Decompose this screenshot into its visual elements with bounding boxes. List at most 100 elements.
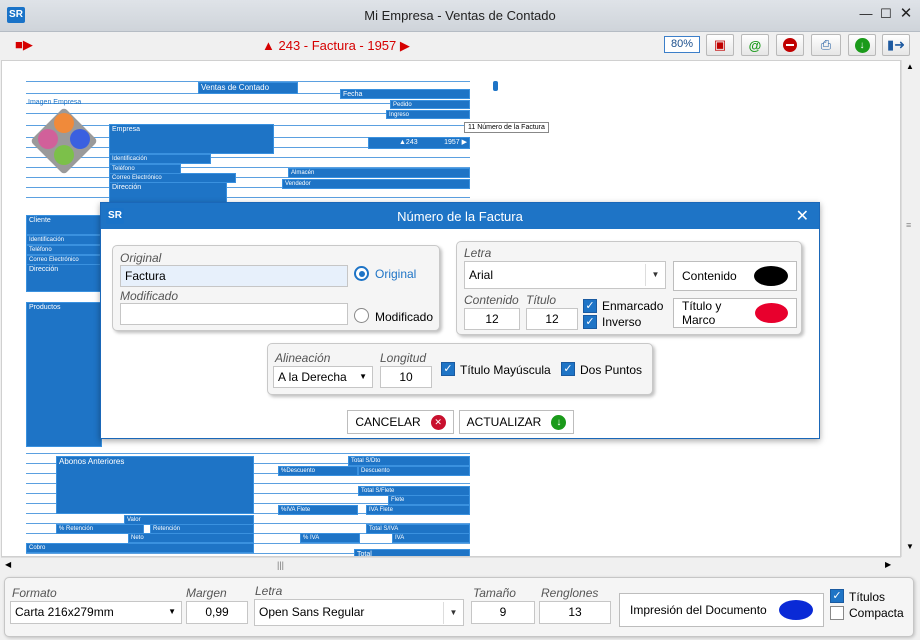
field-total[interactable]: Total <box>354 549 470 556</box>
titulo-size-input[interactable]: 12 <box>526 308 578 330</box>
field-c-dir[interactable]: Dirección <box>26 264 102 292</box>
chevron-down-icon[interactable]: ▼ <box>443 602 463 624</box>
field-descuento[interactable]: Descuento <box>358 466 470 476</box>
horizontal-scrollbar[interactable]: ◀ ||| ▶ <box>1 557 901 574</box>
minimize-button[interactable]: — <box>859 6 873 21</box>
titulo-mayuscula-checkbox[interactable]: ✓ <box>441 362 455 376</box>
enmarcado-checkbox[interactable]: ✓ <box>583 299 597 313</box>
modificado-radio-label[interactable]: Modificado <box>375 310 434 324</box>
letra-bottom-label: Letra <box>255 584 283 598</box>
field-c-tel[interactable]: Teléfono <box>26 245 102 255</box>
longitud-input[interactable]: 10 <box>380 366 432 388</box>
field-total-sdto[interactable]: Total S/Dto <box>348 456 470 466</box>
longitud-label: Longitud <box>380 351 427 365</box>
maximize-button[interactable]: ☐ <box>880 6 892 21</box>
field-flete[interactable]: Flete <box>388 495 470 505</box>
field-iva-flete[interactable]: IVA Flete <box>366 505 470 515</box>
modificado-radio[interactable] <box>354 308 369 323</box>
field-iva[interactable]: IVA <box>392 533 470 543</box>
titulos-checkbox[interactable]: ✓ <box>830 589 844 603</box>
update-label: ACTUALIZAR <box>466 415 542 429</box>
cancel-button[interactable]: CANCELAR ✕ <box>347 410 454 434</box>
report-page: Ventas de Contado Fecha Imagen Empresa P… <box>26 81 470 556</box>
original-radio-label[interactable]: Original <box>375 267 417 281</box>
font-group: Letra Arial ▼ Contenido Título 12 12 ✓ E… <box>456 241 802 335</box>
field-cliente[interactable]: Cliente <box>26 215 102 235</box>
scroll-up-icon[interactable]: ▲ <box>906 62 914 71</box>
field-empresa[interactable]: Empresa <box>109 124 274 154</box>
original-radio[interactable] <box>354 266 369 281</box>
scroll-down-icon[interactable]: ▼ <box>906 542 914 551</box>
field-imagen[interactable]: Imagen Empresa <box>28 99 82 106</box>
field-neto[interactable]: Neto <box>128 533 254 543</box>
camera-icon[interactable]: ■▶ <box>15 37 33 52</box>
vertical-scrollbar[interactable]: ▲ ≡ ▼ <box>901 60 918 557</box>
contenido-color-button[interactable]: Contenido <box>673 261 797 291</box>
zoom-level[interactable]: 80% <box>664 36 700 53</box>
contenido-size-input[interactable]: 12 <box>464 308 520 330</box>
inverso-label: Inverso <box>602 315 642 329</box>
impresion-color-swatch <box>779 600 813 620</box>
print-icon: ⎙ <box>820 37 832 52</box>
field-c-ident[interactable]: Identificación <box>26 235 102 245</box>
company-logo-image[interactable] <box>30 107 98 175</box>
compacta-checkbox[interactable] <box>830 606 844 620</box>
update-button[interactable]: ACTUALIZAR ↓ <box>459 410 574 434</box>
field-ingreso[interactable]: Ingreso <box>386 110 470 119</box>
scroll-h-thumb[interactable]: ||| <box>277 560 285 570</box>
renglones-label: Renglones <box>541 586 599 600</box>
field-abonos[interactable]: Abonos Anteriores <box>56 456 254 514</box>
dos-puntos-checkbox[interactable]: ✓ <box>561 362 575 376</box>
stop-button[interactable] <box>776 34 804 56</box>
letra-select[interactable]: Arial ▼ <box>464 261 666 289</box>
scroll-left-icon[interactable]: ◀ <box>5 560 12 569</box>
field-pct-ret[interactable]: % Retención <box>56 524 144 534</box>
close-window-button[interactable]: ✕ <box>899 5 913 22</box>
original-input[interactable]: Factura <box>120 265 348 287</box>
field-almacen[interactable]: Almacén <box>288 168 470 178</box>
formato-value: Carta 216x279mm <box>15 605 114 619</box>
field-pedido[interactable]: Pedido <box>390 100 470 109</box>
alineacion-select[interactable]: A la Derecha ▼ <box>273 366 373 388</box>
record-navigator[interactable]: ▲ 243 - Factura - 1957 ▶ <box>262 38 410 53</box>
chevron-down-icon[interactable]: ▼ <box>168 607 176 616</box>
inverso-checkbox[interactable]: ✓ <box>583 315 597 329</box>
margen-input[interactable]: 0,99 <box>186 601 248 624</box>
field-cobro[interactable]: Cobro <box>26 543 254 553</box>
modificado-input[interactable] <box>120 303 348 325</box>
save-button[interactable]: ▣ <box>706 34 734 56</box>
chevron-down-icon[interactable]: ▼ <box>359 372 367 381</box>
alineacion-value: A la Derecha <box>278 370 347 384</box>
email-button[interactable]: @ <box>741 34 769 56</box>
renglones-input[interactable]: 13 <box>539 601 611 624</box>
field-identificacion[interactable]: Identificación <box>109 154 211 164</box>
impresion-color-button[interactable]: Impresión del Documento <box>619 593 824 627</box>
print-button[interactable]: ⎙ <box>811 34 841 56</box>
letra-bottom-select[interactable]: Open Sans Regular ▼ <box>254 599 464 626</box>
exit-button[interactable]: ▮➜ <box>882 34 910 56</box>
scroll-thumb[interactable]: ≡ <box>906 220 912 230</box>
scroll-right-icon[interactable]: ▶ <box>885 560 892 569</box>
download-button[interactable]: ↓ <box>848 34 876 56</box>
tooltip: 11 Número de la Factura <box>464 122 549 133</box>
tamano-input[interactable]: 9 <box>471 601 535 624</box>
dialog-logo: SR <box>106 208 124 224</box>
titulo-marco-color-label: Título y Marco <box>682 299 722 327</box>
field-direccion[interactable]: Dirección <box>109 182 227 204</box>
dialog-title: Número de la Factura <box>397 209 523 224</box>
titulo-marco-color-button[interactable]: Título y Marco <box>673 298 797 328</box>
text-group: Original Factura Modificado Original Mod… <box>112 245 440 331</box>
close-icon[interactable]: ✕ <box>795 208 809 225</box>
chevron-down-icon[interactable]: ▼ <box>645 264 665 286</box>
titulos-label: Títulos <box>849 590 886 604</box>
field-productos[interactable]: Productos <box>26 302 102 447</box>
field-pct-iva[interactable]: % IVA <box>300 533 360 543</box>
field-vendedor[interactable]: Vendedor <box>282 179 470 189</box>
formato-label: Formato <box>12 586 57 600</box>
field-fecha[interactable]: Fecha <box>340 89 470 99</box>
field-numero[interactable]: ▲243 1957 ▶ <box>368 137 470 149</box>
field-iva-flete-pct[interactable]: %IVA Flete <box>278 505 358 515</box>
field-pct-desc[interactable]: %Descuento <box>278 466 358 476</box>
formato-select[interactable]: Carta 216x279mm ▼ <box>10 601 182 624</box>
field-ventas[interactable]: Ventas de Contado <box>198 82 298 94</box>
